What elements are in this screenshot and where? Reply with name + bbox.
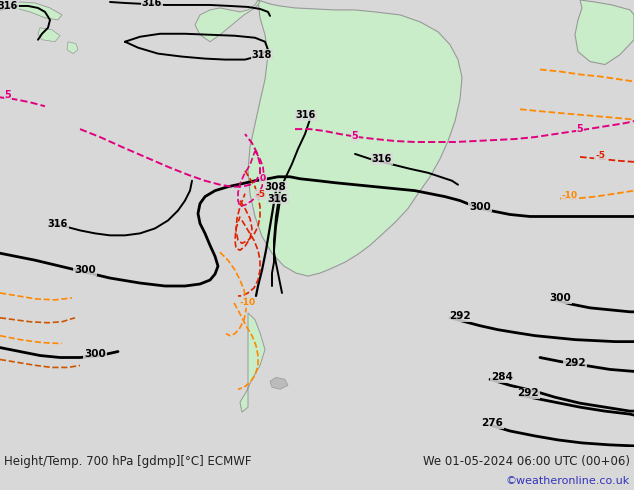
Text: -5: -5 [595,151,605,160]
Text: 316: 316 [296,110,316,120]
Text: 316: 316 [0,1,18,11]
Text: 300: 300 [84,348,106,359]
Text: 276: 276 [481,418,503,428]
Text: Height/Temp. 700 hPa [gdmp][°C] ECMWF: Height/Temp. 700 hPa [gdmp][°C] ECMWF [4,455,252,468]
Polygon shape [67,42,78,53]
Text: 318: 318 [252,49,272,60]
Text: -5: -5 [255,190,265,199]
Text: -10: -10 [562,191,578,200]
Text: 316: 316 [48,220,68,229]
Text: 300: 300 [74,265,96,275]
Text: 292: 292 [564,359,586,368]
Text: We 01-05-2024 06:00 UTC (00+06): We 01-05-2024 06:00 UTC (00+06) [423,455,630,468]
Text: 316: 316 [372,154,392,164]
Polygon shape [248,0,462,276]
Text: 284: 284 [491,372,513,382]
Text: 292: 292 [517,388,539,398]
Text: 300: 300 [549,293,571,303]
Polygon shape [575,0,634,65]
Text: 300: 300 [469,201,491,212]
Polygon shape [270,377,288,389]
Text: 5: 5 [577,124,583,134]
Text: 0: 0 [260,174,266,183]
Text: 316: 316 [268,194,288,204]
Text: 308: 308 [264,182,286,192]
Text: ©weatheronline.co.uk: ©weatheronline.co.uk [506,476,630,486]
Text: -10: -10 [240,298,256,307]
Polygon shape [38,28,60,42]
Text: 292: 292 [449,311,471,321]
Polygon shape [195,0,260,42]
Polygon shape [5,2,62,20]
Text: 5: 5 [352,131,358,141]
Text: 5: 5 [4,90,11,100]
Polygon shape [240,313,265,412]
Text: 316: 316 [142,0,162,8]
